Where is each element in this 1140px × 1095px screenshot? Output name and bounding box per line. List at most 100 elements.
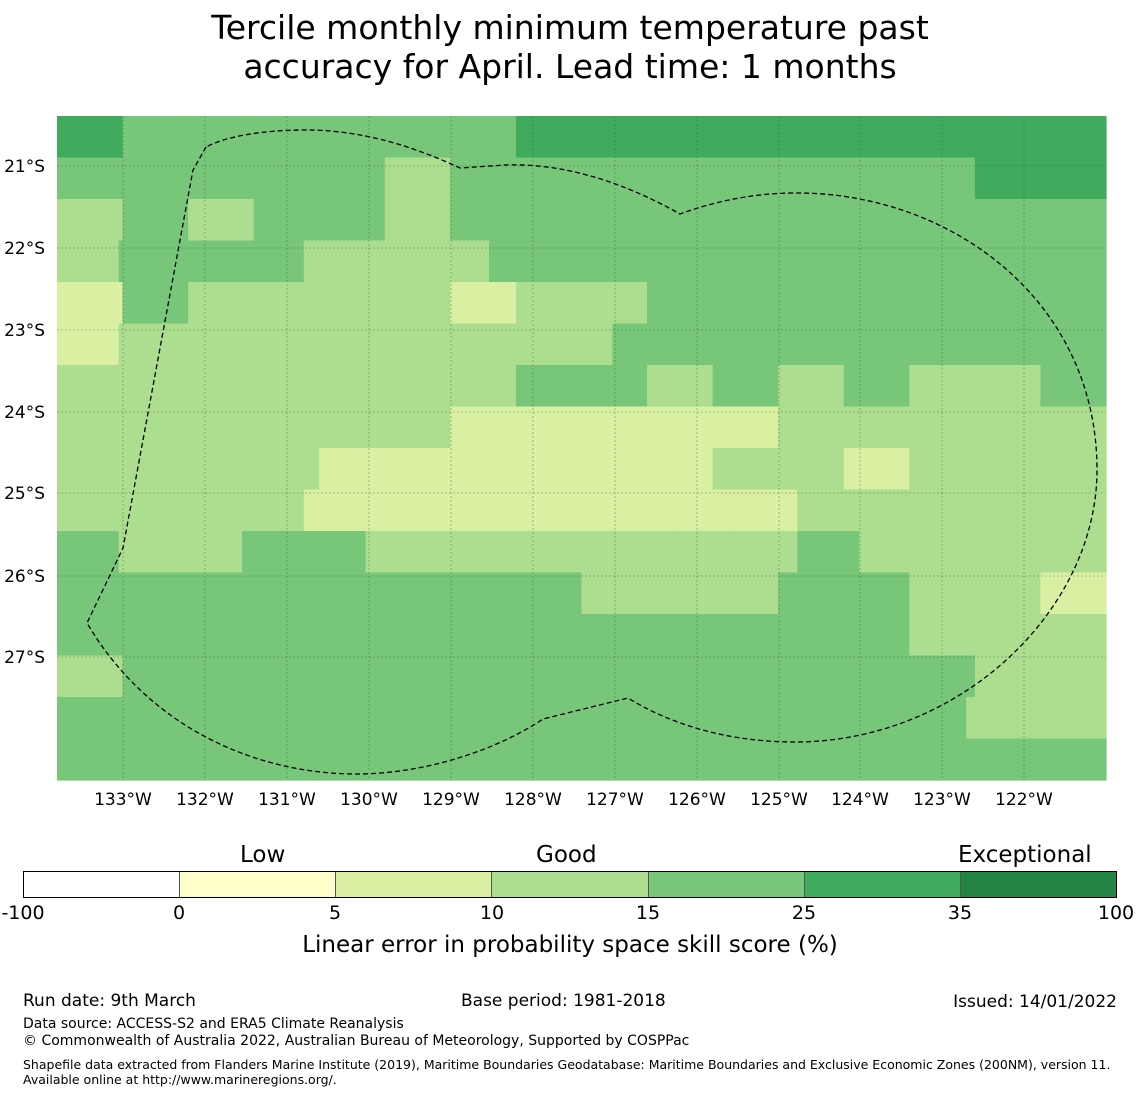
longitude-label: 127°W (586, 790, 644, 810)
map-cell (488, 323, 552, 366)
map-cell (974, 738, 1042, 781)
map-cell (712, 655, 779, 698)
map-cell (303, 531, 367, 574)
map-cell (253, 614, 320, 657)
legend-category-good: Good (536, 842, 597, 868)
colorbar-tick: 25 (791, 902, 817, 924)
map-cell (384, 157, 451, 200)
map-cell (843, 655, 910, 698)
longitude-label: 126°W (668, 790, 726, 810)
colorbar (23, 871, 1117, 898)
map-cell (57, 406, 124, 449)
map-cell (515, 406, 583, 449)
latitude-labels: 21°S 22°S 23°S 24°S 25°S 26°S 27°S (4, 157, 45, 668)
map-cell (515, 738, 583, 781)
map-cell (581, 572, 648, 615)
map-cell (319, 614, 386, 657)
map-cell (797, 240, 860, 283)
longitude-label: 122°W (995, 790, 1053, 810)
map-cell (253, 199, 320, 242)
map-cell (920, 323, 984, 366)
map-cell (118, 323, 182, 366)
map-cell (735, 489, 799, 532)
longitude-labels: 133°W 132°W 131°W 130°W 129°W 128°W 127°W 126°W… (94, 790, 1053, 810)
map-cell (253, 406, 320, 449)
map-cell (909, 738, 976, 781)
chart-title: Tercile monthly minimum temperature past… (0, 8, 1140, 86)
latitude-label: 21°S (4, 157, 45, 177)
map-cell (253, 738, 320, 781)
map-cell (122, 365, 189, 408)
map-cell (253, 448, 320, 491)
map-cell (797, 531, 860, 574)
map-cell (122, 406, 189, 449)
map-cell (188, 282, 255, 325)
map-cell (712, 614, 779, 657)
map-cell (712, 448, 779, 491)
colorbar-segment (803, 872, 960, 897)
map-cell (57, 199, 124, 242)
colorbar-tick: 10 (479, 902, 505, 924)
map-cell (581, 116, 648, 159)
map-cell (450, 448, 517, 491)
map-cell (180, 489, 243, 532)
map-cell (515, 572, 583, 615)
map-cell (843, 448, 910, 491)
map-cell (778, 406, 845, 449)
longitude-label: 131°W (258, 790, 316, 810)
map-cell (581, 448, 648, 491)
map-cell (982, 531, 1045, 574)
map-cell (581, 199, 648, 242)
map-cell (365, 323, 428, 366)
map-cell (57, 157, 124, 200)
map-cell (920, 240, 984, 283)
map-cell (122, 157, 189, 200)
map-cell (686, 697, 757, 740)
title-line-2: accuracy for April. Lead time: 1 months (243, 47, 897, 86)
map-cell (242, 323, 305, 366)
legend-category-low: Low (240, 842, 286, 868)
map-cell (384, 655, 451, 698)
map-cell (319, 199, 386, 242)
map-cell (550, 323, 613, 366)
map-cell (909, 199, 976, 242)
map-cell (384, 199, 451, 242)
longitude-label: 132°W (176, 790, 234, 810)
longitude-label: 133°W (94, 790, 152, 810)
map-cell (319, 572, 386, 615)
map-cell (242, 531, 305, 574)
map-cell (384, 738, 451, 781)
map-cell (920, 489, 984, 532)
map-cell (647, 199, 714, 242)
map-cell (515, 199, 583, 242)
map-cell (974, 157, 1042, 200)
map-cell (647, 614, 714, 657)
map-cell (488, 531, 552, 574)
map-cell (515, 282, 583, 325)
map-cell (406, 697, 478, 740)
map-cell (180, 531, 243, 574)
map-cell (180, 240, 243, 283)
map-cell (122, 572, 189, 615)
map-cell (57, 697, 128, 740)
colorbar-tick: -100 (1, 902, 45, 924)
map-cell (196, 697, 268, 740)
map-cell (647, 365, 714, 408)
map-cell (57, 240, 120, 283)
map-cell (920, 531, 984, 574)
map-cell (188, 655, 255, 698)
map-cell (712, 572, 779, 615)
map-cell (674, 323, 737, 366)
map-cell (450, 406, 517, 449)
map-cell (909, 655, 976, 698)
map-cell (1044, 489, 1107, 532)
colorbar-title: Linear error in probability space skill … (302, 932, 838, 958)
latitude-label: 24°S (4, 403, 45, 423)
colorbar-segment (179, 872, 336, 897)
map-cell (778, 282, 845, 325)
map-cell (319, 448, 386, 491)
map-cell (122, 448, 189, 491)
map-cell (843, 365, 910, 408)
map-cell (253, 655, 320, 698)
latitude-label: 23°S (4, 321, 45, 341)
